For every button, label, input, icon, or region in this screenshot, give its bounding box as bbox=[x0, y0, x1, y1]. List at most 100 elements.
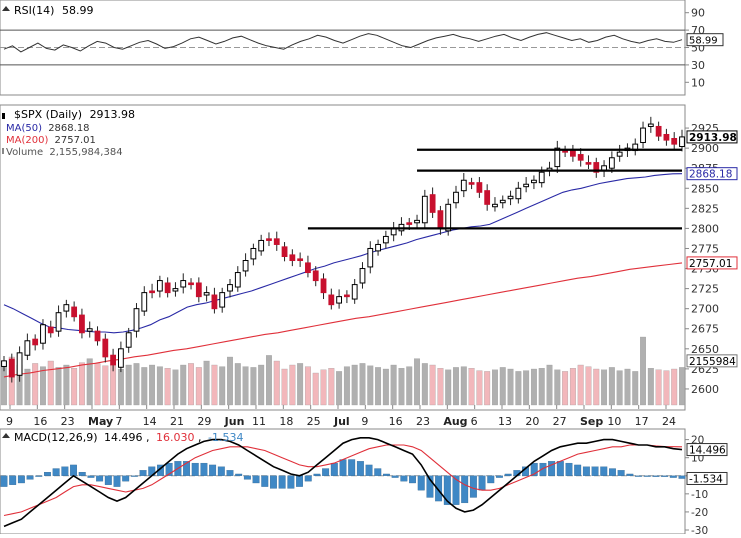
macd-histogram-bar bbox=[530, 462, 538, 476]
volume-bar bbox=[273, 360, 280, 406]
candle-up bbox=[203, 292, 210, 296]
candle-up bbox=[679, 136, 685, 148]
macd-histogram-bar bbox=[52, 468, 60, 476]
macd-histogram-bar bbox=[443, 475, 451, 505]
price-legend: $SPX (Daily) 2913.98 MA(50) 2868.18 MA(2… bbox=[2, 108, 135, 158]
volume-bar bbox=[234, 363, 241, 406]
date-tick-label: 20 bbox=[525, 415, 539, 428]
volume-bar bbox=[492, 369, 498, 406]
ma200-legend-value: 2757.01 bbox=[55, 135, 96, 146]
macd-histogram-bar bbox=[130, 475, 138, 477]
volume-bar bbox=[343, 366, 350, 406]
macd-legend-label: MACD(12,26,9) bbox=[14, 431, 98, 444]
macd-histogram-bar bbox=[678, 475, 686, 479]
volume-bar bbox=[133, 363, 140, 406]
candle-up bbox=[492, 203, 498, 208]
macd-histogram-bar bbox=[217, 466, 225, 476]
volume-bar bbox=[40, 366, 46, 406]
candle-up bbox=[421, 195, 428, 224]
volume-bar bbox=[227, 356, 233, 406]
macd-histogram-bar bbox=[261, 475, 269, 487]
candle-down bbox=[328, 294, 335, 306]
candle-up bbox=[24, 340, 31, 356]
rsi-legend: RSI(14) 58.99 bbox=[2, 4, 93, 17]
price-value-label: 2155984 bbox=[686, 354, 738, 368]
candle-down bbox=[476, 182, 483, 193]
candle-up bbox=[250, 247, 257, 260]
macd-histogram-bar bbox=[61, 466, 69, 476]
candle-down bbox=[47, 326, 54, 334]
volume-bar bbox=[437, 368, 444, 406]
candle-up bbox=[647, 123, 654, 127]
macd-value-label: 14.496 bbox=[686, 443, 728, 457]
candle-up bbox=[180, 280, 187, 288]
date-tick-label: 17 bbox=[635, 415, 649, 428]
macd-histogram-bar bbox=[374, 468, 382, 476]
macd-histogram-bar bbox=[452, 475, 460, 505]
macd-line bbox=[3, 437, 683, 528]
candle-up bbox=[460, 179, 467, 192]
volume-bar bbox=[156, 366, 163, 406]
macd-histogram-bar bbox=[461, 475, 469, 504]
volume-bar bbox=[281, 368, 288, 406]
date-axis: 9 16 23 May 7 14 21 29 Jun 11 18 25 Jul 9 16 23 Aug 6 13 20… bbox=[6, 405, 676, 428]
candle-up bbox=[40, 324, 46, 344]
volume-bar bbox=[375, 367, 382, 406]
price-tick-label: 2850 bbox=[691, 182, 719, 195]
macd-histogram-bar bbox=[287, 475, 295, 489]
candle-up bbox=[608, 157, 615, 169]
date-tick-label: 24 bbox=[662, 415, 676, 428]
volume-bar bbox=[164, 368, 171, 406]
price-value-text: 2868.18 bbox=[689, 169, 732, 181]
candle-up bbox=[336, 296, 343, 304]
macd-histogram-bar bbox=[565, 462, 573, 476]
date-tick-label: 23 bbox=[61, 415, 75, 428]
candle-down bbox=[273, 238, 280, 245]
volume-bar bbox=[367, 365, 374, 406]
price-value-label: 2868.18 bbox=[686, 167, 738, 181]
volume-bar bbox=[593, 368, 600, 406]
price-tick-label: 2650 bbox=[691, 343, 719, 356]
candle-up bbox=[616, 151, 623, 157]
rsi-series bbox=[3, 32, 683, 53]
volume-bar bbox=[55, 367, 62, 406]
candle-up bbox=[499, 199, 506, 204]
candle-up bbox=[554, 147, 561, 168]
candle-down bbox=[655, 125, 662, 137]
price-value-box bbox=[686, 167, 738, 181]
histogram-legend-value: -1.534 bbox=[208, 431, 243, 444]
macd-histogram-bar bbox=[35, 475, 43, 477]
volume-bar bbox=[219, 366, 226, 406]
volume-bar bbox=[336, 371, 343, 406]
candle-up bbox=[1, 360, 7, 367]
macd-histogram-bar bbox=[87, 475, 95, 478]
volume-bar bbox=[640, 336, 646, 406]
rsi-legend-value: 58.99 bbox=[62, 4, 94, 17]
volume-bar bbox=[554, 369, 561, 406]
macd-histogram-bar bbox=[643, 475, 651, 477]
volume-bar bbox=[250, 367, 257, 406]
date-tick-label: Aug bbox=[443, 415, 467, 428]
candle-down bbox=[266, 238, 272, 241]
date-tick-label: 23 bbox=[416, 415, 430, 428]
price-tick-label: 2675 bbox=[691, 323, 719, 336]
volume-bar bbox=[382, 368, 389, 406]
macd-histogram-bar bbox=[26, 475, 34, 480]
price-value-label: 2757.01 bbox=[686, 256, 738, 270]
macd-histogram-bar bbox=[426, 475, 434, 498]
candle-up bbox=[538, 171, 545, 184]
rsi-value-box bbox=[686, 33, 724, 47]
volume-bar bbox=[632, 371, 639, 406]
volume-bar bbox=[601, 369, 608, 406]
volume-bar bbox=[523, 370, 530, 406]
candle-down bbox=[305, 262, 311, 274]
volume-bar bbox=[421, 363, 428, 406]
macd-histogram-bar bbox=[626, 473, 634, 476]
ma50-line bbox=[3, 173, 683, 334]
candle-up bbox=[172, 288, 179, 292]
macd-histogram-bar bbox=[243, 475, 251, 480]
price-tick-label: 2600 bbox=[691, 383, 719, 396]
date-tick-label: 25 bbox=[307, 415, 321, 428]
ma200-line bbox=[3, 262, 683, 378]
